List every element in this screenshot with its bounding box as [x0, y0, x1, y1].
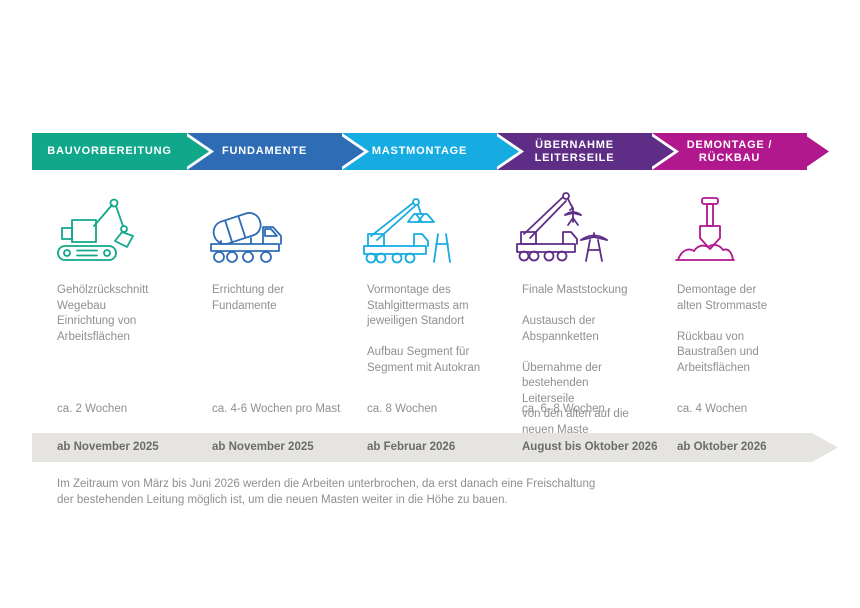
crane-pylon-icon — [516, 192, 608, 262]
phase-duration: ca. 6–8 Wochen — [522, 403, 605, 415]
spade-icon — [675, 197, 735, 261]
icon-cell — [187, 190, 342, 266]
icon-cell — [652, 190, 807, 266]
concrete-mixer-icon — [210, 212, 282, 263]
phase-label: DEMONTAGE / RÜCKBAU — [686, 138, 773, 164]
phase-label: MASTMONTAGE — [371, 145, 468, 157]
phase-label: FUNDAMENTE — [222, 145, 307, 157]
icon-cell — [342, 190, 497, 266]
phase-start-date: ab November 2025 — [212, 441, 314, 453]
phase-label: ÜBERNAHME LEITERSEILE — [534, 138, 615, 164]
phase-description: Gehölzrückschnitt Wegebau Einrichtung vo… — [57, 284, 149, 343]
phase-description: Vormontage des Stahlgittermasts am jewei… — [367, 284, 481, 374]
icon-cell — [497, 190, 652, 266]
excavator-icon — [57, 198, 134, 261]
phase-start-date: ab November 2025 — [57, 441, 159, 453]
phase-start-date: ab Oktober 2026 — [677, 441, 767, 453]
phase-segment-bauvorbereitung: BAUVORBEREITUNG — [32, 133, 187, 170]
phase-duration: ca. 8 Wochen — [367, 403, 438, 415]
phase-description: Errichtung der Fundamente — [212, 284, 285, 312]
phase-arrow-bar: BAUVORBEREITUNG FUNDAMENTE MASTMONTAGE Ü… — [32, 133, 807, 170]
phase-duration: ca. 4-6 Wochen pro Mast — [212, 403, 341, 415]
phase-start-date: ab Februar 2026 — [367, 441, 456, 453]
phase-durations-row: ca. 2 Wochen ca. 4-6 Wochen pro Mast ca.… — [32, 403, 807, 415]
phase-label: BAUVORBEREITUNG — [47, 145, 172, 157]
phase-description: Finale Maststockung Austausch der Abspan… — [522, 284, 629, 436]
date-arrow-band: ab November 2025 ab November 2025 ab Feb… — [32, 433, 838, 462]
footnote-text: Im Zeitraum von März bis Juni 2026 werde… — [57, 478, 596, 506]
mobile-crane-icon — [363, 198, 451, 264]
phase-start-date: August bis Oktober 2026 — [522, 441, 658, 453]
icon-cell — [32, 190, 187, 266]
phase-duration: ca. 2 Wochen — [57, 403, 128, 415]
phase-duration: ca. 4 Wochen — [677, 403, 748, 415]
phase-descriptions-row: Gehölzrückschnitt Wegebau Einrichtung vo… — [32, 283, 807, 438]
phase-icons-row — [32, 190, 807, 266]
phase-description: Demontage der alten Strommaste Rückbau v… — [677, 284, 768, 374]
